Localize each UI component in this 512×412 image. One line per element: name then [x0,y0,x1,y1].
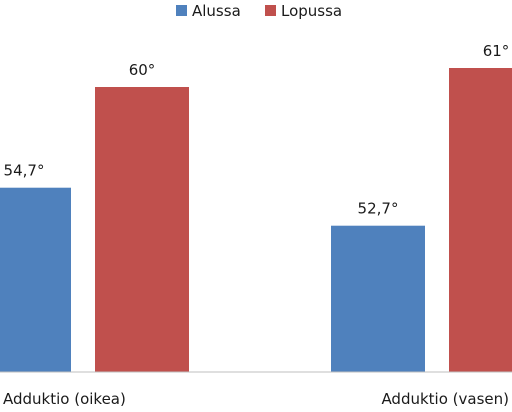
legend-label-lopussa: Lopussa [281,2,342,20]
data-label-lopussa-1: 61° [483,42,510,60]
data-labels: 54,7° 60° 52,7° 61° [4,42,510,218]
legend-swatch-alussa [176,5,187,16]
bar-lopussa-1 [449,68,512,372]
data-label-lopussa-0: 60° [129,61,156,79]
bar-alussa-0 [0,187,71,372]
data-label-alussa-0: 54,7° [4,162,45,180]
x-tick-labels: Adduktio (oikea) Adduktio (vasen) [3,390,509,408]
bar-alussa-1 [331,225,425,372]
bar-lopussa-0 [95,87,189,372]
legend-swatch-lopussa [265,5,276,16]
x-tick-label-0: Adduktio (oikea) [3,390,126,408]
legend: Alussa Lopussa [176,2,342,20]
bars [0,68,512,372]
legend-label-alussa: Alussa [192,2,241,20]
x-tick-label-1: Adduktio (vasen) [381,390,509,408]
data-label-alussa-1: 52,7° [358,200,399,218]
